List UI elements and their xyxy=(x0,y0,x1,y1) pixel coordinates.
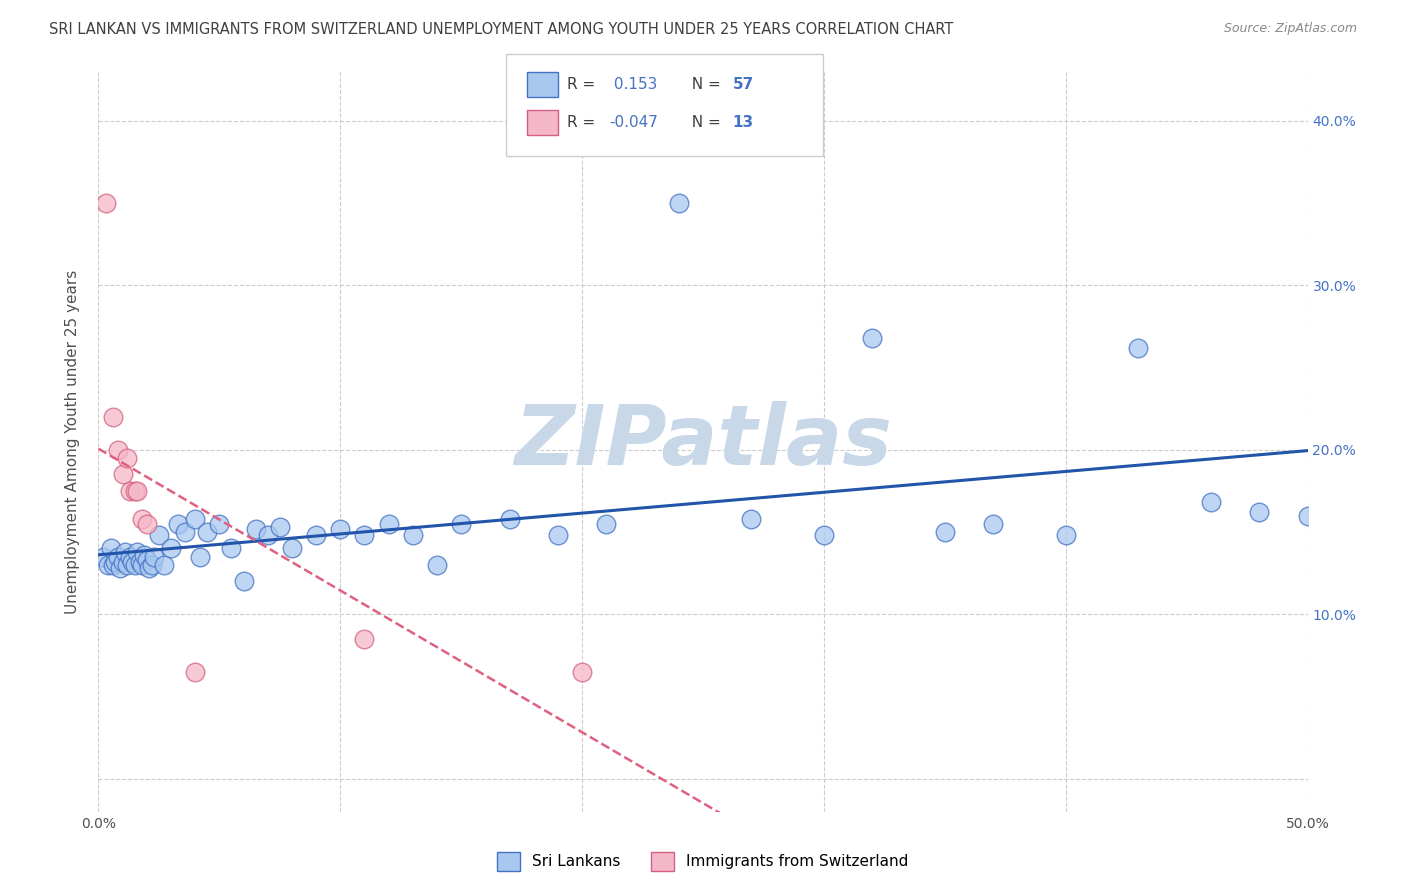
Point xyxy=(329,522,352,536)
Text: SRI LANKAN VS IMMIGRANTS FROM SWITZERLAND UNEMPLOYMENT AMONG YOUTH UNDER 25 YEAR: SRI LANKAN VS IMMIGRANTS FROM SWITZERLAN… xyxy=(49,22,953,37)
Point xyxy=(547,528,569,542)
Point xyxy=(1054,528,1077,542)
Point xyxy=(498,512,520,526)
Point xyxy=(101,558,124,572)
Point xyxy=(131,512,153,526)
Point xyxy=(426,558,449,572)
Point xyxy=(131,558,153,572)
Point xyxy=(134,548,156,562)
Text: N =: N = xyxy=(682,78,725,92)
Point xyxy=(281,541,304,556)
Point xyxy=(118,483,141,498)
Point xyxy=(860,331,883,345)
Point xyxy=(94,196,117,211)
Point xyxy=(221,541,243,556)
Point xyxy=(108,561,131,575)
Point xyxy=(595,516,617,531)
Point xyxy=(305,528,328,542)
Point xyxy=(740,512,762,526)
Point xyxy=(188,549,211,564)
Point xyxy=(128,555,150,569)
Point xyxy=(100,541,122,556)
Point xyxy=(668,196,690,211)
Point xyxy=(91,549,114,564)
Point xyxy=(97,558,120,572)
Point xyxy=(571,665,593,679)
Point xyxy=(124,558,146,572)
Point xyxy=(160,541,183,556)
Point xyxy=(195,524,218,539)
Point xyxy=(377,516,399,531)
Point xyxy=(117,450,139,465)
Point xyxy=(184,512,207,526)
Point xyxy=(256,528,278,542)
Text: 57: 57 xyxy=(733,78,754,92)
Point xyxy=(135,553,157,567)
Text: -0.047: -0.047 xyxy=(609,115,658,129)
Point xyxy=(107,549,129,564)
Point xyxy=(114,545,136,559)
Point xyxy=(934,524,956,539)
Point xyxy=(111,555,134,569)
Point xyxy=(450,516,472,531)
Legend: Sri Lankans, Immigrants from Switzerland: Sri Lankans, Immigrants from Switzerland xyxy=(498,852,908,871)
Point xyxy=(232,574,254,589)
Point xyxy=(353,528,375,542)
Point xyxy=(124,483,146,498)
Point xyxy=(402,528,425,542)
Point xyxy=(138,561,160,575)
Point xyxy=(813,528,835,542)
Point xyxy=(117,558,139,572)
Text: 0.153: 0.153 xyxy=(609,78,657,92)
Point xyxy=(1128,341,1150,355)
Point xyxy=(269,520,291,534)
Point xyxy=(118,549,141,564)
Text: N =: N = xyxy=(682,115,725,129)
Point xyxy=(208,516,231,531)
Text: Source: ZipAtlas.com: Source: ZipAtlas.com xyxy=(1223,22,1357,36)
Point xyxy=(127,545,149,559)
Point xyxy=(143,549,166,564)
Text: R =: R = xyxy=(567,115,600,129)
Point xyxy=(353,632,375,646)
Point xyxy=(1199,495,1222,509)
Point xyxy=(245,522,267,536)
Point xyxy=(127,483,149,498)
Point xyxy=(135,516,157,531)
Point xyxy=(107,442,129,457)
Y-axis label: Unemployment Among Youth under 25 years: Unemployment Among Youth under 25 years xyxy=(65,269,80,614)
Point xyxy=(174,524,197,539)
Point xyxy=(152,558,174,572)
Point xyxy=(1296,508,1319,523)
Text: ZIPatlas: ZIPatlas xyxy=(515,401,891,482)
Point xyxy=(121,555,143,569)
Text: R =: R = xyxy=(567,78,600,92)
Point xyxy=(184,665,207,679)
Point xyxy=(1249,505,1271,519)
Point xyxy=(101,409,124,424)
Point xyxy=(148,528,170,542)
Point xyxy=(111,467,134,482)
Point xyxy=(981,516,1004,531)
Point xyxy=(167,516,190,531)
Text: 13: 13 xyxy=(733,115,754,129)
Point xyxy=(104,555,127,569)
Point xyxy=(141,558,163,572)
